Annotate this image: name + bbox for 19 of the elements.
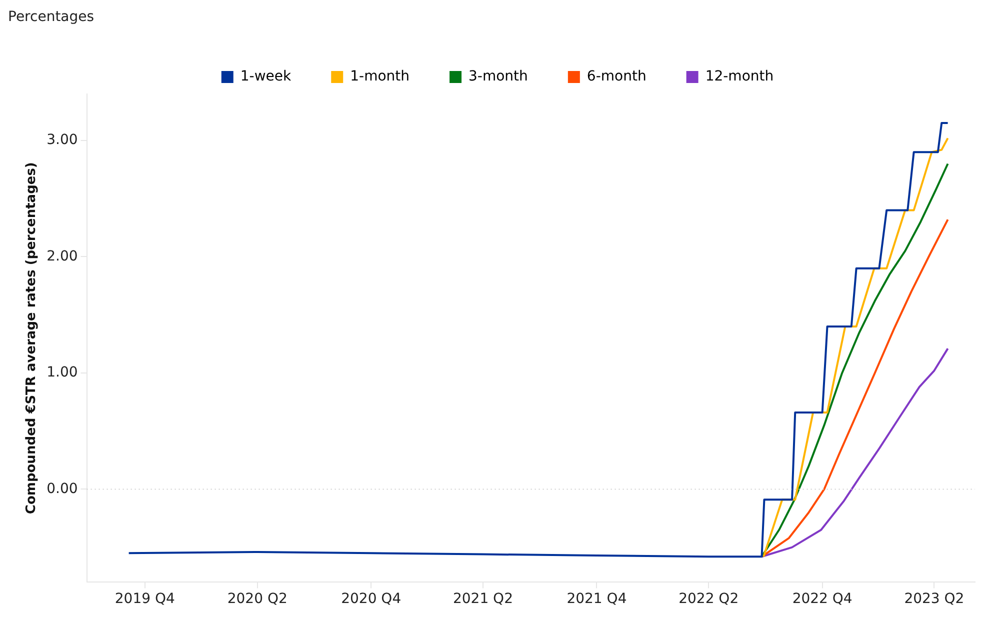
y-tick-label: 0.00 <box>46 480 78 497</box>
x-tick-label: 2019 Q4 <box>114 591 175 608</box>
x-tick-label: 2022 Q4 <box>792 591 852 608</box>
x-tick-label: 2023 Q2 <box>904 591 964 608</box>
y-tick-label: 1.00 <box>46 364 78 381</box>
legend-label: 12-month <box>705 68 774 85</box>
x-tick-label: 2022 Q2 <box>678 591 739 608</box>
legend-label: 1-week <box>240 68 292 85</box>
x-tick-label: 2021 Q4 <box>566 591 627 608</box>
chart-title: Percentages <box>8 9 94 25</box>
x-tick-label: 2021 Q2 <box>452 591 513 608</box>
x-tick-label: 2020 Q4 <box>341 591 402 608</box>
legend-label: 1-month <box>350 68 410 85</box>
y-tick-label: 3.00 <box>46 132 78 148</box>
y-axis-title: Compounded €STR average rates (percentages) <box>24 162 40 514</box>
y-tick-label: 2.00 <box>46 248 78 264</box>
legend-label: 3-month <box>468 68 528 85</box>
x-tick-label: 2020 Q2 <box>227 591 288 608</box>
legend-label: 6-month <box>586 68 646 85</box>
